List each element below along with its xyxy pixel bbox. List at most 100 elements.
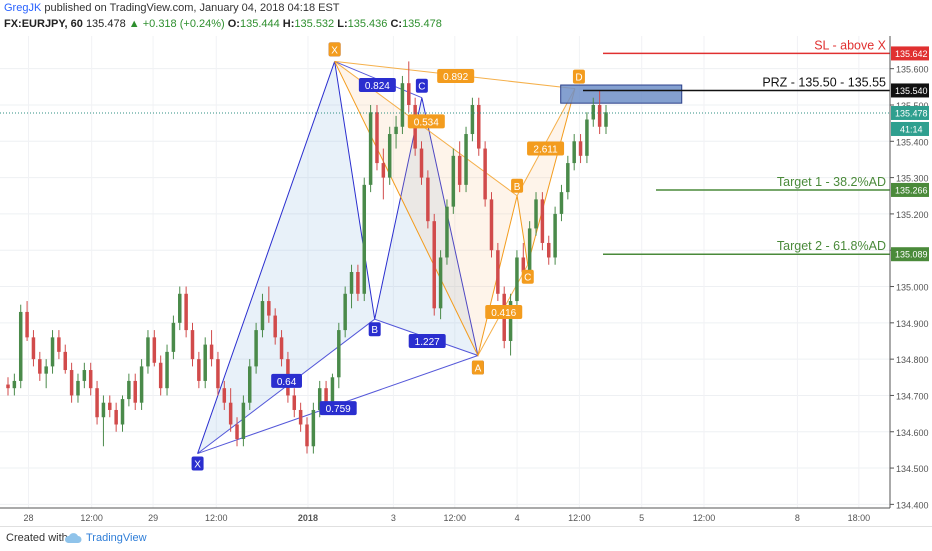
abcd-point-label-bg: [521, 269, 534, 284]
candle-body: [82, 370, 87, 381]
ohlc-line: FX:EURJPY, 60 135.478 ▲ +0.318 (+0.24%) …: [4, 18, 442, 30]
price-tick-label: 134.600: [896, 428, 929, 438]
candle-body: [6, 384, 10, 389]
candle-body: [209, 344, 214, 360]
low-label: L:: [337, 18, 348, 30]
candle-body: [368, 112, 373, 185]
time-tick-label: 4: [515, 513, 520, 523]
xabcd-point-label: X: [194, 460, 201, 471]
candle-body: [228, 402, 233, 425]
candle-body: [553, 213, 557, 258]
candle-body: [146, 337, 150, 367]
time-tick-label: 12:00: [205, 513, 228, 523]
candle-body: [534, 199, 538, 229]
plot-background: [0, 36, 890, 508]
countdown-badge: 41:14: [900, 124, 923, 134]
pattern-labels: XABCDABCDX0.8240.640.7591.2270.8920.5340…: [191, 42, 585, 471]
candle-body: [108, 402, 112, 410]
high-value: 135.532: [294, 18, 335, 30]
level-badge-bg: [891, 46, 929, 61]
candle-body: [464, 134, 468, 185]
abcd-point-label-bg: [572, 69, 585, 84]
candle-body: [63, 351, 68, 371]
author-link[interactable]: GregJK: [4, 2, 42, 14]
candle-body: [18, 311, 23, 381]
candle-body: [381, 163, 386, 178]
candle-body: [483, 148, 487, 200]
candle-body: [591, 104, 596, 120]
chart-header: GregJK published on TradingView.com, Jan…: [0, 0, 932, 36]
abcd-ratio-label: 2.611: [533, 145, 558, 156]
publish-line: GregJK published on TradingView.com, Jan…: [4, 2, 340, 14]
abcd-triangle-bcd: [517, 88, 575, 265]
candle-body: [451, 155, 456, 207]
candle-body: [362, 184, 367, 294]
candle-body: [133, 380, 137, 403]
candle-body: [496, 250, 500, 294]
candle-body: [12, 380, 17, 389]
time-tick-label: 3: [391, 513, 396, 523]
candle-body: [152, 337, 157, 363]
level-badge-value: 135.266: [895, 185, 928, 195]
tradingview-brand-link[interactable]: TradingView: [86, 532, 147, 544]
candle-body: [216, 359, 220, 389]
level-badge-bg: [891, 247, 929, 262]
candle-body: [101, 402, 106, 418]
level-label: Target 1 - 38.2%AD: [777, 175, 886, 189]
time-tick-label: 12:00: [444, 513, 467, 523]
xabcd-point-label-bg: [191, 456, 204, 471]
xabcd-ratio-label: 0.759: [326, 404, 351, 415]
candle-body: [349, 272, 354, 294]
candle-body: [235, 424, 239, 440]
candle-body: [171, 322, 176, 352]
price-tick-label: 135.600: [896, 65, 929, 75]
created-with-text: Created with: [6, 532, 68, 544]
xabcd-ratio-label: 0.824: [365, 81, 390, 92]
candle-body: [343, 293, 347, 331]
level-badge-value: 135.089: [895, 250, 928, 260]
candle-body: [197, 359, 201, 381]
candle-body: [311, 409, 316, 447]
abcd-ratio-label: 0.416: [491, 308, 516, 319]
time-tick-label: 12:00: [80, 513, 103, 523]
candle-body: [566, 163, 570, 193]
candle-body: [95, 388, 99, 418]
low-value: 135.436: [347, 18, 388, 30]
candle-body: [585, 119, 589, 156]
price-chart[interactable]: XABCDABCDX0.8240.640.7591.2270.8920.5340…: [0, 36, 932, 526]
xabcd-point-label-bg: [415, 78, 428, 93]
candle-body: [438, 257, 443, 309]
open-label: O:: [227, 18, 240, 30]
candle-body: [375, 112, 379, 164]
xabcd-ratio-label-bg: [319, 401, 357, 416]
candle-body: [260, 301, 265, 331]
candle-body: [120, 399, 125, 425]
candle-body: [184, 293, 188, 331]
level-badge-value: 135.540: [895, 86, 928, 96]
abcd-point-label: C: [524, 273, 531, 284]
candle-body: [407, 83, 411, 105]
time-tick-label: 12:00: [693, 513, 716, 523]
level-badge-bg: [891, 182, 929, 197]
level-label: Target 2 - 61.8%AD: [777, 239, 886, 253]
candle-body: [203, 344, 207, 381]
price-badges: 135.642 135.540 135.266 135.089 135.478 41:14: [891, 46, 929, 262]
candle-body: [432, 221, 436, 309]
abcd-ratio-label-bg: [527, 141, 565, 156]
candle-body: [305, 424, 309, 447]
time-tick-label: 8: [795, 513, 800, 523]
candle-body: [222, 388, 227, 403]
tradingview-cloud-icon: [64, 533, 82, 543]
abcd-point-label: A: [475, 364, 482, 375]
time-axis[interactable]: 28 12:00 29 12:00 2018 3 12:00 4 12:00 5 12:00 8 18:…: [23, 513, 870, 523]
candle-body: [400, 83, 405, 127]
price-tick-label: 134.500: [896, 464, 929, 474]
candle-body: [273, 315, 277, 338]
open-value: 135.444: [239, 18, 280, 30]
footer-bar: Created with TradingView: [0, 526, 932, 551]
xabcd-triangle-bcd: [374, 97, 478, 356]
candle-body: [76, 380, 80, 396]
price-change: +0.318 (+0.24%): [142, 18, 225, 30]
price-tick-label: 134.800: [896, 355, 929, 365]
close-value: 135.478: [402, 18, 442, 30]
